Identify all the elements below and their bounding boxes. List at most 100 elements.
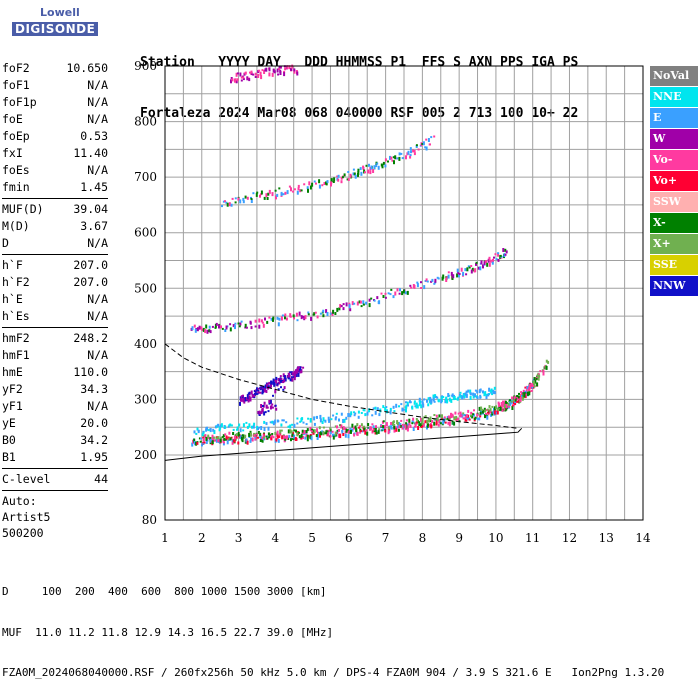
echo-point [458, 393, 461, 396]
echo-point [200, 437, 202, 440]
echo-point [470, 269, 473, 274]
echo-point [247, 392, 250, 395]
echo-point [414, 405, 417, 408]
echo-point [448, 422, 451, 427]
echo-point [364, 432, 367, 435]
echo-point [272, 421, 275, 426]
x-tick-label: 6 [345, 531, 353, 545]
echo-point [396, 157, 399, 160]
echo-point [330, 182, 332, 187]
echo-point [465, 273, 468, 276]
echo-point [244, 72, 247, 75]
echo-point [220, 423, 223, 428]
param-row: fxI 11.40 [2, 145, 108, 162]
echo-point [278, 317, 281, 321]
echo-point [206, 439, 209, 442]
echo-point [472, 392, 475, 396]
echo-point [380, 424, 383, 427]
echo-point [208, 325, 211, 329]
echo-point [264, 317, 266, 321]
echo-point [407, 404, 409, 407]
echo-point [486, 415, 489, 420]
echo-point [225, 435, 228, 440]
echo-point [354, 425, 357, 429]
echo-point [382, 405, 385, 409]
echo-point [463, 414, 466, 416]
echo-point [278, 381, 281, 385]
param-row: foEp 0.53 [2, 128, 108, 145]
echo-point [427, 423, 429, 427]
echo-point [398, 405, 400, 408]
echo-point [202, 327, 205, 332]
echo-point [418, 421, 421, 424]
echo-point [524, 386, 527, 389]
echo-point [315, 434, 318, 437]
echo-point [413, 401, 416, 405]
echo-point [373, 299, 376, 302]
echo-point [206, 329, 209, 334]
echo-point [251, 437, 254, 442]
echo-point [230, 79, 232, 84]
echo-point [265, 422, 268, 426]
echo-point [299, 420, 302, 423]
echo-point [235, 80, 238, 84]
param-row: B1 1.95 [2, 449, 108, 466]
echo-point [287, 429, 290, 434]
echo-point [448, 394, 451, 397]
param-name: yE [2, 416, 16, 430]
echo-point [502, 248, 505, 252]
echo-point [485, 412, 487, 415]
echo-point [472, 394, 475, 399]
echo-point [451, 394, 454, 397]
echo-point [343, 418, 346, 423]
echo-point [396, 425, 399, 429]
echo-point [263, 436, 265, 439]
echo-point [415, 145, 418, 148]
echo-point [465, 393, 468, 398]
echo-point [505, 404, 508, 409]
echo-point [365, 164, 368, 167]
echo-point [352, 172, 355, 176]
echo-point [278, 433, 281, 436]
param-value: 3.67 [80, 219, 108, 233]
echo-point [370, 165, 373, 170]
echo-point [296, 370, 299, 375]
echo-point [263, 70, 266, 74]
echo-point [503, 404, 506, 408]
echo-point [447, 271, 450, 274]
echo-point [405, 401, 407, 404]
echo-point [468, 266, 471, 269]
echo-point [362, 165, 365, 169]
echo-point [319, 414, 322, 419]
echo-point [374, 406, 377, 410]
echo-point [424, 415, 427, 419]
echo-point [316, 434, 319, 439]
echo-point [196, 327, 199, 332]
echo-point [397, 423, 400, 427]
echo-point [521, 394, 523, 399]
echo-point [256, 191, 259, 194]
echo-point [256, 392, 259, 395]
echo-point [193, 324, 196, 328]
echo-point [275, 376, 278, 380]
echo-point [445, 418, 448, 421]
echo-point [219, 438, 222, 443]
echo-point [289, 378, 292, 382]
echo-point [459, 391, 462, 394]
echo-point [282, 419, 285, 422]
echo-point [239, 322, 242, 326]
echo-point [295, 312, 298, 317]
echo-point [267, 385, 270, 388]
echo-point [284, 315, 286, 320]
echo-point [369, 426, 372, 431]
echo-point [466, 414, 468, 418]
echo-point [298, 366, 300, 369]
echo-point [359, 425, 361, 428]
echo-point [367, 423, 370, 426]
echo-point [221, 205, 223, 208]
param-row: D N/A [2, 235, 108, 252]
echo-point [224, 329, 227, 332]
echo-point [203, 441, 206, 444]
echo-point [231, 439, 234, 443]
echo-point [361, 430, 364, 433]
